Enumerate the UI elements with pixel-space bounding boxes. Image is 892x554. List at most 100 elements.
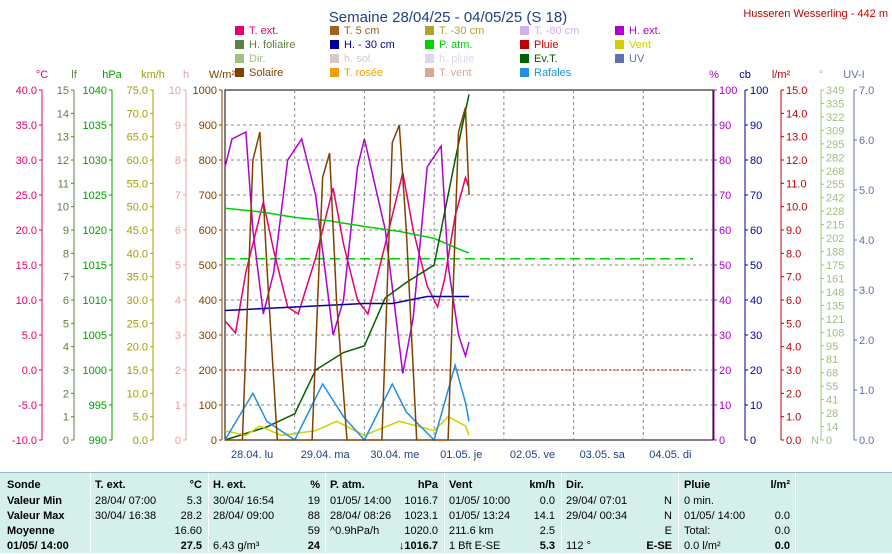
axis-unit: UV-I xyxy=(843,69,864,81)
tick-label: 202 xyxy=(826,233,844,245)
legend-swatch xyxy=(425,40,434,49)
series-layer xyxy=(224,94,693,442)
axis-unit: h xyxy=(183,69,189,81)
legend-label: Dir. xyxy=(249,53,266,65)
tick-label: 60 xyxy=(719,225,731,237)
legend-label: T. ext. xyxy=(249,25,278,37)
tick-label: 8 xyxy=(175,155,181,167)
legend-swatch xyxy=(425,54,434,63)
legend-label: Ev.T. xyxy=(534,53,558,65)
tick-label: 6 xyxy=(63,295,69,307)
tick-label: 25.0 xyxy=(127,318,148,330)
series-line-7 xyxy=(225,107,470,441)
table-cell: 0.0 l/m² xyxy=(684,540,721,552)
tick-label: 400 xyxy=(199,295,217,307)
table-cell: 27.5 xyxy=(180,540,202,552)
tick-label: 300 xyxy=(199,330,217,342)
tick-label: 60 xyxy=(750,225,762,237)
tick-label: 309 xyxy=(826,125,844,137)
tick-label: 0 xyxy=(826,435,832,447)
tick-label: 7.0 xyxy=(786,272,801,284)
tick-label: 0 xyxy=(175,435,181,447)
station-label: Husseren Wesserling - 442 m xyxy=(743,8,888,20)
tick-label: 255 xyxy=(826,179,844,191)
row-label: 01/05/ 14:00 xyxy=(7,540,69,552)
tick-label: 0 xyxy=(750,435,756,447)
legend-label: UV xyxy=(629,53,645,65)
x-tick-label: 03.05. sa xyxy=(580,449,626,461)
tick-label: 5.0 xyxy=(22,330,37,342)
legend-swatch xyxy=(330,26,339,35)
table-header: l/m² xyxy=(770,479,790,491)
chart-title: Semaine 28/04/25 - 04/05/25 (S 18) xyxy=(329,9,568,26)
row-label: Valeur Max xyxy=(7,510,65,522)
tick-label: 5 xyxy=(63,318,69,330)
axis-unit: l/m² xyxy=(772,69,791,81)
tick-label: 188 xyxy=(826,247,844,259)
legend-swatch xyxy=(235,54,244,63)
tick-label: 30.0 xyxy=(16,155,37,167)
table-cell: 19 xyxy=(307,495,320,507)
table-cell: 29/04/ 07:01 xyxy=(566,495,628,507)
tick-label: 10.0 xyxy=(16,295,37,307)
tick-label: 900 xyxy=(199,120,217,132)
table-cell: 16.60 xyxy=(174,525,202,537)
series-line-3 xyxy=(224,94,470,441)
tick-label: 11 xyxy=(58,178,69,190)
tick-label: 20.0 xyxy=(16,225,37,237)
tick-label: 2.0 xyxy=(786,388,801,400)
legend-swatch xyxy=(520,68,529,77)
tick-label: 20 xyxy=(750,365,762,377)
legend-label: h. pluie xyxy=(439,53,474,65)
tick-label: 15.0 xyxy=(127,365,148,377)
legend-label: Solaire xyxy=(249,67,283,79)
series-line-0 xyxy=(224,172,470,335)
axis-unit: ° xyxy=(819,69,823,81)
tick-label: 1025 xyxy=(83,190,107,202)
table-cell: 01/05/ 10:00 xyxy=(449,495,511,507)
tick-label: 242 xyxy=(826,193,844,205)
legend-swatch xyxy=(235,40,244,49)
table-cell: 5.3 xyxy=(186,495,202,507)
tick-label: 148 xyxy=(826,287,844,299)
tick-label: 500 xyxy=(199,260,217,272)
legend-label: T. rosée xyxy=(344,67,383,79)
tick-label: 10.0 xyxy=(786,202,807,214)
tick-label: 4 xyxy=(63,342,69,354)
tick-label: 30 xyxy=(750,330,762,342)
tick-label: 50 xyxy=(719,260,731,272)
tick-label: 40 xyxy=(719,295,731,307)
tick-label: 4.0 xyxy=(786,342,801,354)
tick-label: 7 xyxy=(175,190,181,202)
tick-label: 349 xyxy=(826,85,844,97)
legend-label: H. foliaire xyxy=(249,39,295,51)
tick-label: N xyxy=(811,435,819,447)
tick-label: 75.0 xyxy=(127,85,148,97)
tick-label: 295 xyxy=(826,139,844,151)
tick-label: 5.0 xyxy=(859,185,874,197)
table-cell: 1 Bft E-SE xyxy=(449,540,501,552)
tick-label: 12 xyxy=(57,155,69,167)
tick-label: 7.0 xyxy=(859,85,874,97)
tick-label: 121 xyxy=(826,314,844,326)
axis-unit: km/h xyxy=(141,69,165,81)
table-cell: 0.0 xyxy=(774,510,790,522)
table-cell: N xyxy=(664,495,672,507)
table-cell: 1016.7 xyxy=(404,495,438,507)
table-cell: 6.43 g/m³ xyxy=(213,540,260,552)
row-label: Moyenne xyxy=(7,525,55,537)
table-header: T. ext. xyxy=(95,479,126,491)
table-cell: Total: xyxy=(684,525,711,537)
table-cell: 59 xyxy=(307,525,320,537)
table-cell: ↓1016.7 xyxy=(398,540,438,552)
axis-unit: lf xyxy=(71,69,77,81)
tick-label: 9 xyxy=(175,120,181,132)
series-line-1 xyxy=(224,130,470,374)
tick-label: 14 xyxy=(57,108,69,120)
table-cell: 24 xyxy=(307,540,320,552)
tick-label: 0.0 xyxy=(22,365,37,377)
tick-label: 2 xyxy=(175,365,181,377)
tick-label: 95 xyxy=(826,341,838,353)
tick-label: 11.0 xyxy=(786,178,807,190)
table-cell: 14.1 xyxy=(533,510,555,522)
